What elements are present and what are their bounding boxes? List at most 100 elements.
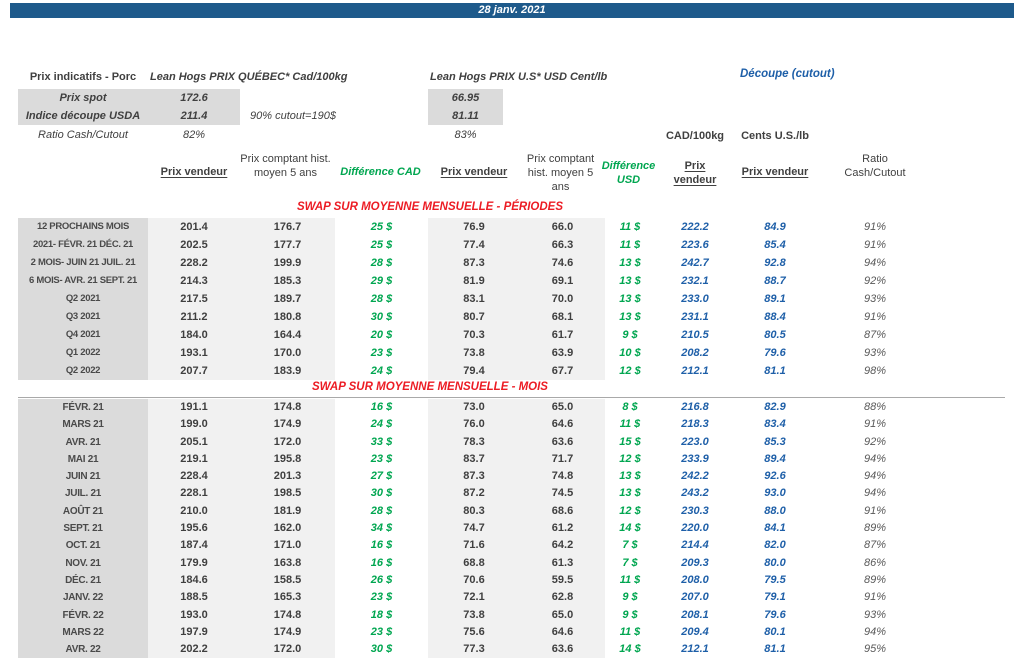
table-row: Q2 2022 207.7 183.9 24 $ 79.4 67.7 12 $ 212.1 81… (18, 362, 935, 380)
cad-vendeur-cell: 179.9 (148, 554, 240, 572)
spot-cad-value: 172.6 (148, 89, 240, 107)
col-header-ratio: Ratio Cash/Cutout (844, 153, 906, 179)
section-title-periodes: SWAP SUR MOYENNE MENSUELLE - PÉRIODES (296, 201, 564, 213)
usd-vendeur-cell: 80.7 (428, 308, 520, 326)
section-title-mois: SWAP SUR MOYENNE MENSUELLE - MOIS (312, 381, 548, 393)
diff-cad-cell: 28 $ (370, 293, 393, 305)
diff-usd-cell: 7 $ (622, 556, 638, 569)
ratio-cell: 98% (863, 365, 887, 377)
cad-hist-cell: 174.9 (240, 416, 335, 434)
usd-vendeur-cell: 79.4 (428, 362, 520, 380)
usd-hist-cell: 74.8 (520, 468, 605, 486)
cutout-us-cell: 80.1 (764, 625, 786, 638)
diff-usd-cell: 13 $ (619, 311, 641, 323)
cutout-cad-cell: 212.1 (681, 643, 709, 656)
cutout-cad-cell: 220.0 (681, 522, 709, 535)
col-header-diff-cad: Différence CAD (340, 166, 421, 178)
usd-hist-cell: 61.7 (520, 326, 605, 344)
usd-hist-cell: 63.6 (520, 433, 605, 451)
date-text: 28 janv. 2021 (478, 4, 546, 16)
diff-cad-cell: 29 $ (370, 275, 393, 287)
diff-cad-cell: 26 $ (370, 573, 393, 586)
cad-hist-cell: 176.7 (240, 218, 335, 236)
us-price-title: Lean Hogs PRIX U.S* USD Cent/lb (430, 71, 608, 83)
row-label: SEPT. 21 (18, 520, 148, 538)
ratio-cell: 94% (863, 257, 887, 269)
usd-hist-cell: 66.3 (520, 236, 605, 254)
cad-vendeur-cell: 202.2 (148, 641, 240, 659)
cad-hist-cell: 162.0 (240, 520, 335, 538)
cutout-us-cell: 83.4 (764, 418, 786, 431)
cad-hist-cell: 189.7 (240, 290, 335, 308)
row-label: Q2 2022 (18, 362, 148, 380)
row-label: FÉVR. 22 (18, 606, 148, 624)
diff-usd-cell: 12 $ (619, 365, 641, 377)
ratio-cell: 91% (863, 311, 887, 323)
ratio-cell: 93% (863, 347, 887, 359)
cad-vendeur-cell: 205.1 (148, 433, 240, 451)
diff-cad-cell: 30 $ (370, 643, 393, 656)
indice-usd-value: 81.11 (428, 107, 503, 125)
usd-vendeur-cell: 87.2 (428, 485, 520, 503)
cad-hist-cell: 172.0 (240, 433, 335, 451)
table-row: SEPT. 21 195.6 162.0 34 $ 74.7 61.2 14 $ 220.0 8… (18, 520, 935, 538)
usd-vendeur-cell: 83.7 (428, 450, 520, 469)
table-row: Q2 2021 217.5 189.7 28 $ 83.1 70.0 13 $ 233.0 89… (18, 290, 935, 308)
table-row: AOÛT 21 210.0 181.9 28 $ 80.3 68.6 12 $ 230.3 88… (18, 502, 935, 521)
cutout-us-cell: 79.1 (764, 591, 786, 604)
cutout-cad-cell: 243.2 (681, 487, 709, 500)
date-banner: 28 janv. 2021 (10, 3, 1014, 18)
cutout-us-cell: 79.5 (764, 573, 786, 586)
usd-hist-cell: 59.5 (520, 571, 605, 590)
cutout-us-cell: 85.4 (764, 239, 786, 251)
table-row: Q4 2021 184.0 164.4 20 $ 70.3 61.7 9 $ 210.5 80.… (18, 326, 935, 344)
diff-usd-cell: 11 $ (619, 625, 641, 638)
cad-hist-cell: 199.9 (240, 254, 335, 272)
cutout-cad-cell: 208.0 (681, 573, 709, 586)
cutout-cad-cell: 242.2 (681, 470, 709, 483)
cad-hist-cell: 195.8 (240, 450, 335, 469)
cutout-us-cell: 89.4 (764, 452, 786, 465)
cutout-us-cell: 82.9 (764, 401, 786, 413)
cad-hist-cell: 185.3 (240, 272, 335, 290)
cutout-us-cell: 81.1 (764, 643, 786, 656)
cad-vendeur-cell: 199.0 (148, 416, 240, 434)
usd-hist-cell: 64.2 (520, 537, 605, 555)
cutout-us-cell: 81.1 (764, 365, 786, 377)
cutout-cad-cell: 218.3 (681, 418, 709, 431)
ratio-cell: 94% (863, 487, 887, 500)
row-label: MARS 22 (18, 623, 148, 642)
cad-hist-cell: 181.9 (240, 502, 335, 521)
usd-vendeur-cell: 73.8 (428, 344, 520, 362)
table-row: AVR. 22 202.2 172.0 30 $ 77.3 63.6 14 $ 212.1 81… (18, 641, 935, 659)
cutout-cad-cell: 208.1 (681, 608, 709, 621)
ratio-usd-value: 83% (454, 129, 477, 141)
col-header-prix-vendeur-cutout-cad: Prix vendeur (673, 160, 717, 186)
cad-hist-cell: 170.0 (240, 344, 335, 362)
usd-vendeur-cell: 74.7 (428, 520, 520, 538)
usd-vendeur-cell: 75.6 (428, 623, 520, 642)
usd-hist-cell: 64.6 (520, 416, 605, 434)
ratio-cell: 91% (863, 504, 887, 517)
cad-vendeur-cell: 228.1 (148, 485, 240, 503)
usd-vendeur-cell: 83.1 (428, 290, 520, 308)
diff-usd-cell: 14 $ (619, 522, 641, 535)
usd-vendeur-cell: 73.8 (428, 606, 520, 624)
diff-cad-cell: 16 $ (370, 401, 393, 413)
table-row: 6 MOIS- AVR. 21 SEPT. 21 214.3 185.3 29 $ 81… (18, 272, 935, 290)
diff-usd-cell: 11 $ (619, 239, 641, 251)
usd-hist-cell: 61.2 (520, 520, 605, 538)
ratio-cell: 94% (863, 470, 887, 483)
cutout-us-cell: 82.0 (764, 539, 786, 552)
diff-usd-cell: 7 $ (622, 539, 638, 552)
usd-hist-cell: 63.9 (520, 344, 605, 362)
cad-vendeur-cell: 187.4 (148, 537, 240, 555)
diff-usd-cell: 10 $ (619, 347, 641, 359)
cutout-cad-cell: 233.9 (681, 452, 709, 465)
diff-usd-cell: 9 $ (622, 591, 638, 604)
table-row: 12 PROCHAINS MOIS 201.4 176.7 25 $ 76.9 66.0 1… (18, 218, 935, 236)
ratio-cell: 89% (863, 522, 887, 535)
ratio-cell: 88% (863, 401, 887, 413)
ratio-cell: 93% (863, 293, 887, 305)
ratio-cell: 94% (863, 452, 887, 465)
